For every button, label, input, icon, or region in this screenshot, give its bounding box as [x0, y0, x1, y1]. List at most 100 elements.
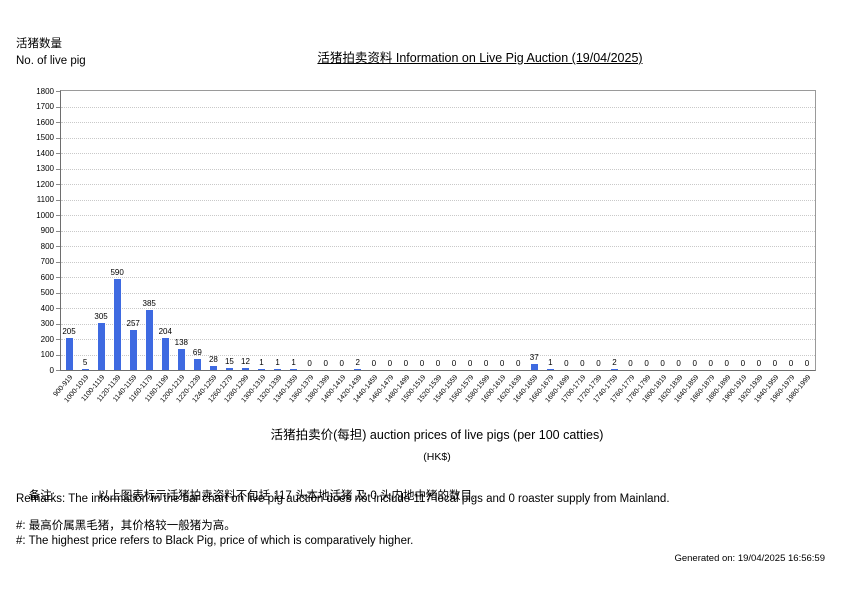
y-tick: [56, 137, 60, 139]
gridline: [61, 339, 815, 340]
bar-value-label: 37: [529, 353, 539, 362]
y-tick: [56, 153, 60, 154]
y-axis-header-en: No. of live pig: [16, 55, 86, 67]
chart-title: 活猪拍卖资料 Information on Live Pig Auction (…: [317, 51, 643, 65]
x-axis-unit: (HK$): [423, 451, 451, 463]
bar-value-label: 0: [724, 359, 729, 368]
bar-value-label: 305: [94, 312, 108, 321]
bar-value-label: 257: [126, 319, 140, 328]
bar: [113, 279, 121, 370]
bar-value-label: 0: [788, 359, 794, 368]
bar: [241, 368, 249, 370]
gridline: [61, 215, 815, 216]
bar: [209, 366, 217, 370]
bar-value-label: 0: [467, 359, 473, 368]
bar-value-label: 0: [499, 359, 505, 368]
y-tick-label: 900: [40, 226, 54, 235]
y-tick: [56, 323, 60, 325]
x-axis-title: 活猪拍卖价(每担) auction prices of live pigs (p…: [270, 428, 604, 442]
bar-value-label: 15: [224, 357, 234, 366]
bar: [530, 364, 538, 370]
bar-value-label: 0: [515, 359, 521, 368]
remark-en: Remarks: The information in the bar char…: [16, 493, 670, 505]
bar-value-label: 0: [564, 359, 569, 368]
bar: [274, 369, 282, 370]
bar: [145, 310, 153, 370]
remark-label-zh: 备注:: [28, 490, 55, 502]
bar-value-label: 69: [192, 348, 202, 357]
bar-value-label: 0: [660, 359, 665, 368]
bar-value-label: 0: [403, 359, 409, 368]
y-tick: [56, 277, 60, 278]
y-tick-label: 1500: [36, 133, 54, 142]
bar: [81, 369, 89, 370]
y-tick-label: 300: [40, 319, 54, 328]
bar-value-label: 5: [82, 358, 88, 367]
y-tick-label: 800: [40, 241, 54, 251]
gridline: [61, 246, 815, 247]
bar-value-label: 0: [580, 359, 585, 368]
gridline: [61, 230, 815, 232]
bar: [610, 369, 618, 370]
gridline: [61, 153, 815, 154]
y-tick-label: 1600: [36, 117, 54, 127]
bar-value-label: 0: [339, 359, 344, 368]
bar: [225, 368, 233, 370]
bar-value-label: 0: [596, 359, 601, 368]
bar: [290, 369, 298, 370]
y-axis-header: 活猪数量 No. of live pig: [16, 36, 86, 70]
bar: [546, 369, 554, 370]
bar: [177, 349, 185, 370]
bar-value-label: 0: [804, 359, 810, 368]
bar-value-label: 0: [387, 359, 393, 368]
gridline: [61, 122, 815, 123]
bar-value-label: 2: [355, 358, 360, 367]
y-tick-label: 600: [40, 272, 54, 282]
bar-value-label: 0: [435, 359, 441, 368]
bar: [161, 338, 169, 370]
gridline: [61, 184, 815, 185]
bar-value-label: 1: [275, 358, 280, 367]
gridline: [61, 277, 815, 278]
bar: [129, 330, 137, 370]
bar-value-label: 590: [110, 268, 124, 277]
y-tick-label: 400: [40, 303, 54, 313]
bar-value-label: 1: [259, 358, 264, 367]
y-tick: [56, 184, 60, 185]
bar-value-label: 0: [628, 359, 633, 368]
y-tick: [56, 261, 60, 263]
bar-value-label: 0: [740, 359, 746, 368]
y-tick: [56, 106, 60, 108]
footnote-en: #: The highest price refers to Black Pig…: [16, 535, 414, 547]
bar-value-label: 0: [644, 359, 649, 368]
bar-value-label: 12: [241, 357, 250, 366]
gridline: [61, 292, 815, 294]
bar: [97, 323, 105, 370]
remark-zh: 备注: 以上图表标示活猪拍卖资料不包括 117 头本地活猪 及 0 头内地中猪的数…: [16, 475, 475, 515]
bar: [258, 369, 266, 370]
y-tick: [56, 215, 60, 216]
bar-value-label: 28: [208, 355, 218, 364]
bar-value-label: 0: [483, 359, 489, 368]
y-tick-label: 1300: [36, 164, 54, 173]
y-tick-label: 200: [40, 334, 54, 344]
bar-value-label: 0: [451, 359, 457, 368]
bar-value-label: 0: [307, 359, 312, 368]
y-tick: [56, 168, 60, 170]
y-tick-label: 100: [40, 350, 54, 359]
y-tick-label: 1000: [36, 210, 54, 220]
bar-value-label: 0: [371, 359, 377, 368]
bar-value-label: 0: [676, 359, 681, 368]
gridline: [61, 137, 815, 139]
bar-value-label: 0: [772, 359, 778, 368]
y-tick: [56, 292, 60, 294]
y-tick: [56, 308, 60, 309]
y-tick: [56, 246, 60, 247]
remark-text-zh: 以上图表标示活猪拍卖资料不包括 117 头本地活猪 及 0 头内地中猪的数目.: [97, 490, 476, 502]
y-tick: [56, 199, 60, 201]
bar-value-label: 385: [142, 299, 156, 308]
y-axis-header-zh: 活猪数量: [16, 38, 62, 50]
bar: [65, 338, 73, 370]
y-tick: [56, 230, 60, 232]
